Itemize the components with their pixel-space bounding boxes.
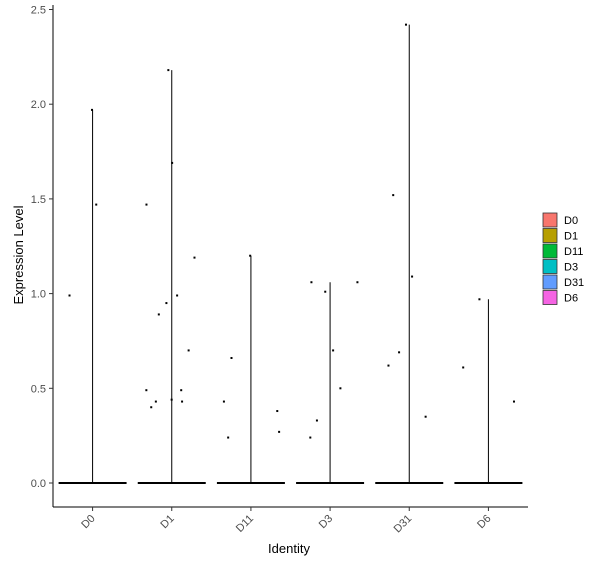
legend-swatch (542, 228, 558, 243)
data-point (462, 366, 465, 369)
legend-swatch (542, 243, 558, 259)
violin-D11 (216, 254, 285, 484)
data-point (278, 430, 281, 433)
legend-item-D3: D3 (542, 259, 578, 274)
x-tick-label: D6 (475, 513, 493, 531)
legend-swatch (542, 290, 558, 305)
data-point (512, 400, 515, 403)
data-point (157, 313, 160, 316)
data-point (399, 482, 402, 484)
y-axis: 0.0 0.5 1.0 1.5 2.0 2.5 (31, 5, 54, 507)
plot-area (58, 23, 523, 484)
legend-swatch (542, 274, 558, 290)
x-axis-title: Identity (268, 541, 310, 556)
legend-label: D11 (564, 246, 583, 258)
y-tick-label: 1.0 (31, 289, 46, 301)
data-point (167, 69, 170, 72)
legend-item-D1: D1 (542, 228, 578, 243)
legend-item-D11: D11 (542, 243, 583, 259)
data-point (356, 281, 359, 284)
x-tick-label: D3 (317, 513, 335, 531)
data-point (170, 398, 173, 401)
data-point (478, 298, 481, 301)
violin-D3 (296, 281, 365, 484)
data-point (165, 302, 168, 305)
data-point (246, 482, 249, 484)
data-point (324, 290, 327, 293)
data-point (398, 351, 401, 354)
data-point (358, 482, 361, 484)
x-axis: D0 D1 D11 D3 D31 D6 (53, 506, 528, 536)
x-tick-label: D11 (234, 513, 256, 535)
violin-D1 (137, 69, 206, 484)
y-tick-label: 1.5 (31, 194, 46, 206)
data-point (411, 275, 414, 278)
data-point (154, 400, 157, 403)
legend-swatch (542, 212, 558, 228)
legend-label: D6 (564, 293, 578, 305)
data-point (332, 349, 335, 352)
data-point (471, 482, 474, 484)
data-point (310, 281, 313, 284)
legend-label: D1 (564, 231, 578, 243)
legend-label: D0 (564, 215, 578, 227)
data-point (424, 415, 427, 418)
data-point (68, 294, 71, 297)
legend-item-D6: D6 (542, 290, 578, 305)
violin-D0 (58, 108, 127, 484)
data-point (181, 400, 184, 403)
data-point (387, 364, 390, 367)
data-point (193, 256, 196, 259)
data-point (180, 389, 183, 392)
legend: D0 D1 D11 D3 D31 D6 (542, 212, 584, 305)
data-point (91, 108, 94, 111)
data-point (404, 23, 407, 26)
data-point (339, 387, 342, 390)
data-point (76, 482, 79, 484)
data-point (309, 436, 312, 439)
y-axis-title: Expression Level (11, 205, 26, 304)
data-point (230, 356, 233, 359)
y-tick-label: 0.5 (31, 383, 46, 395)
legend-label: D3 (564, 262, 578, 274)
violin-D6 (454, 298, 523, 484)
data-point (222, 400, 225, 403)
x-tick-label: D0 (79, 513, 97, 531)
data-point (145, 203, 148, 206)
y-tick-label: 2.5 (31, 5, 46, 17)
data-point (249, 254, 252, 257)
legend-label: D31 (564, 277, 584, 289)
data-point (187, 349, 190, 352)
data-point (171, 161, 174, 164)
data-point (145, 389, 148, 392)
x-tick-label: D31 (392, 513, 415, 536)
data-point (95, 203, 98, 206)
data-point (392, 194, 395, 197)
violin-D31 (375, 23, 444, 484)
y-tick-label: 0.0 (31, 478, 46, 490)
data-point (227, 436, 230, 439)
legend-swatch (542, 259, 558, 274)
data-point (276, 410, 279, 413)
legend-item-D31: D31 (542, 274, 584, 290)
y-tick-label: 2.0 (31, 99, 46, 111)
data-point (176, 294, 179, 297)
legend-item-D0: D0 (542, 212, 578, 228)
data-point (174, 482, 177, 484)
data-point (150, 406, 153, 409)
x-tick-label: D1 (158, 513, 176, 531)
data-point (315, 419, 318, 422)
